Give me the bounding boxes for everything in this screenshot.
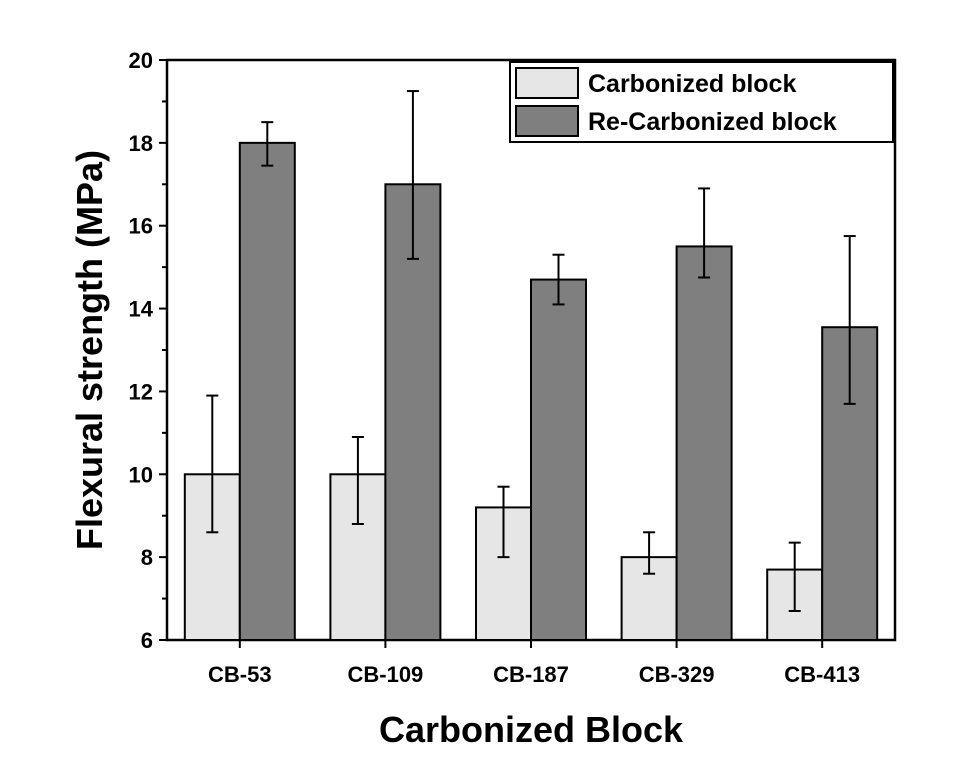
x-tick-label: CB-329 [639, 662, 715, 687]
legend: Carbonized block Re-Carbonized block [509, 61, 894, 143]
x-tick-label: CB-413 [784, 662, 860, 687]
bar-recarbonized [238, 141, 296, 641]
y-tick-label: 20 [129, 48, 153, 73]
x-tick-label: CB-109 [347, 662, 423, 687]
y-tick-label: 16 [129, 214, 153, 239]
y-tick-label: 18 [129, 131, 153, 156]
bars-layer [183, 141, 879, 642]
bar-recarbonized [675, 245, 733, 642]
bar-recarbonized [530, 278, 587, 641]
legend-swatch-carbonized [515, 67, 579, 99]
y-tick-label: 12 [129, 379, 153, 404]
x-axis-title: Carbonized Block [379, 709, 684, 750]
y-tick-label: 6 [141, 628, 153, 653]
x-axis: CB-53 CB-109 CB-187 CB-329 CB-413 [208, 640, 860, 687]
x-tick-label: CB-187 [493, 662, 569, 687]
error-bars-layer [206, 90, 856, 612]
y-axis-title: Flexural strength (MPa) [69, 150, 110, 550]
bar-recarbonized [384, 183, 442, 642]
legend-label-carbonized: Carbonized block [588, 70, 796, 98]
y-axis: 6 8 10 12 14 16 18 20 [129, 48, 167, 653]
y-tick-label: 10 [129, 462, 153, 487]
y-tick-label: 8 [141, 545, 153, 570]
legend-swatch-recarbonized [515, 105, 579, 137]
y-tick-label: 14 [129, 297, 154, 322]
x-tick-label: CB-53 [208, 662, 272, 687]
legend-label-recarbonized: Re-Carbonized block [588, 108, 837, 136]
